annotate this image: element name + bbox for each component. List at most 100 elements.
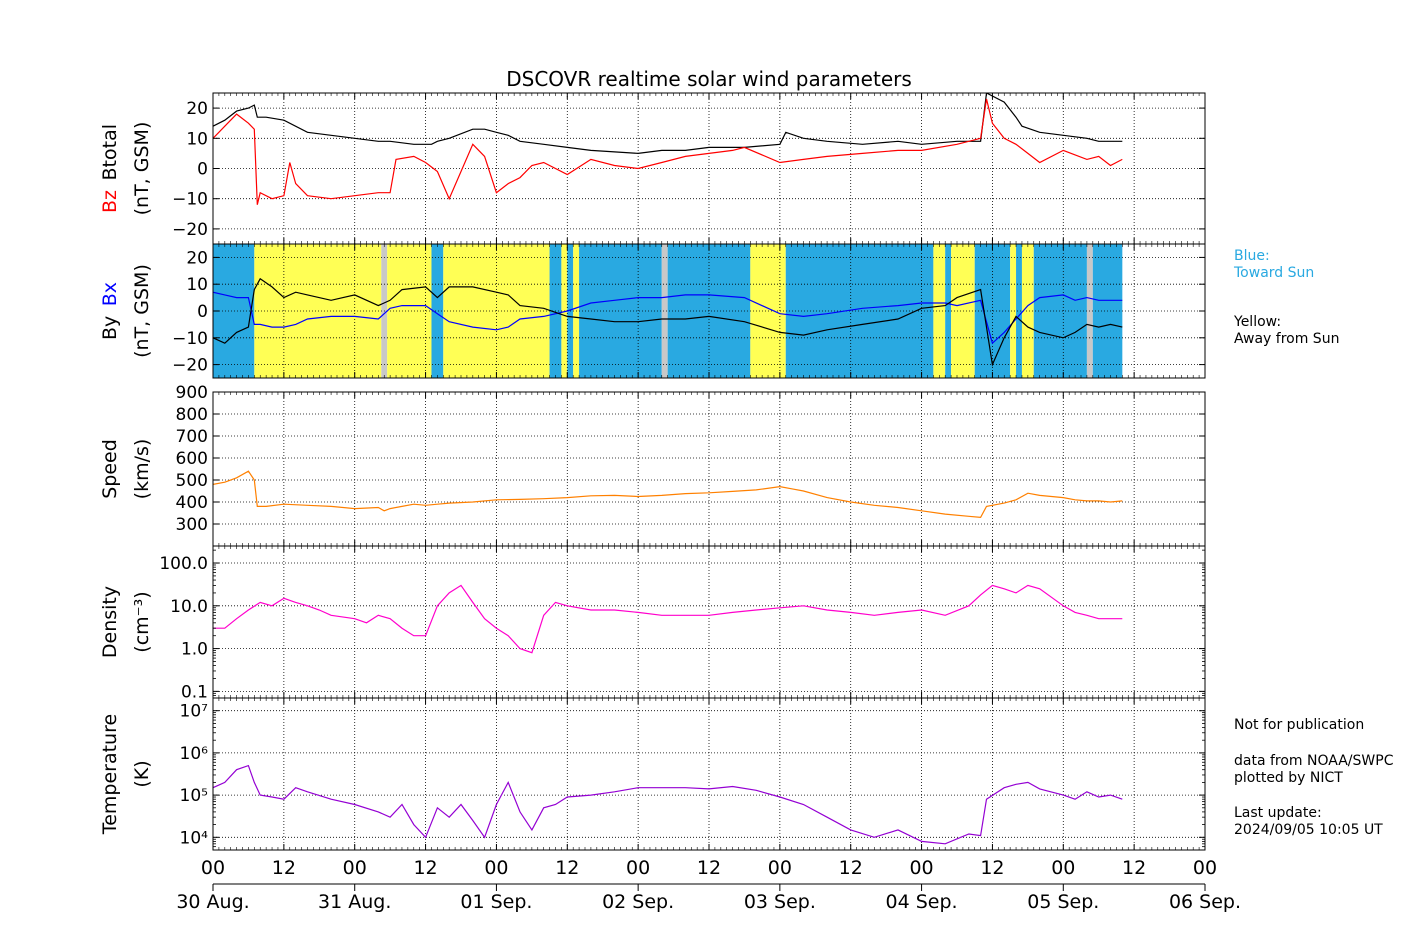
y-axis-label: (nT, GSM) xyxy=(131,264,153,358)
x-tick-label: 00 xyxy=(626,857,650,879)
sector-away-21 xyxy=(1021,244,1034,378)
y-tick-label: 300 xyxy=(176,515,208,535)
x-tick-label: 00 xyxy=(484,857,508,879)
series-line-bz xyxy=(213,98,1123,205)
y-tick-label: 10 xyxy=(186,129,208,149)
y-axis-label: Bz Btotal xyxy=(99,124,121,213)
chart-title: DSCOVR realtime solar wind parameters xyxy=(506,67,912,91)
x-tick-label: 12 xyxy=(555,857,579,879)
y-tick-label: 20 xyxy=(186,99,208,119)
date-label: 04 Sep. xyxy=(886,891,958,913)
legend-blue-text: Toward Sun xyxy=(1234,265,1315,281)
x-tick-label: 12 xyxy=(980,857,1004,879)
y-tick-label: 500 xyxy=(176,471,208,491)
series-line-density xyxy=(213,584,1123,654)
y-tick-label: 10 xyxy=(186,275,208,295)
y-tick-label: 10⁴ xyxy=(180,828,209,848)
x-tick-label: 12 xyxy=(272,857,296,879)
series-line-speed xyxy=(213,470,1123,519)
y-tick-label: 600 xyxy=(176,449,208,469)
y-tick-label: 900 xyxy=(176,383,208,403)
y-axis-label-part: Speed xyxy=(99,439,121,499)
date-label: 01 Sep. xyxy=(460,891,532,913)
note-data-source: data from NOAA/SWPC xyxy=(1234,753,1394,769)
x-tick-label: 00 xyxy=(201,857,225,879)
date-label: 02 Sep. xyxy=(602,891,674,913)
y-axis-label-part: Density xyxy=(99,586,121,658)
y-tick-label: 0 xyxy=(197,302,208,322)
y-tick-label: 20 xyxy=(186,248,208,268)
y-axis-label-part: Temperature xyxy=(99,714,121,835)
sector-away-3 xyxy=(387,244,432,378)
legend-blue-title: Blue: xyxy=(1234,248,1270,264)
y-tick-label: −10 xyxy=(172,329,208,349)
y-tick-label: 10⁷ xyxy=(180,702,209,722)
date-label: 06 Sep. xyxy=(1169,891,1241,913)
x-tick-label: 12 xyxy=(697,857,721,879)
y-axis-label-part: (km/s) xyxy=(131,439,153,500)
series-line-temperature xyxy=(213,764,1123,845)
y-axis-label: By Bx xyxy=(99,282,121,340)
y-tick-label: 1.0 xyxy=(181,640,208,660)
y-axis-label: (cm⁻³) xyxy=(131,591,153,652)
y-tick-label: 800 xyxy=(176,405,208,425)
sector-gap-11 xyxy=(661,244,668,378)
y-axis-label-part: By xyxy=(99,316,121,340)
y-axis-label: (nT, GSM) xyxy=(131,122,153,216)
x-tick-label: 00 xyxy=(1193,857,1217,879)
y-axis-label: Speed xyxy=(99,439,121,499)
y-tick-label: −20 xyxy=(172,356,208,376)
sector-toward-10 xyxy=(579,244,662,378)
x-tick-label: 12 xyxy=(839,857,863,879)
y-axis-label-part: (nT, GSM) xyxy=(131,264,153,358)
note-last-update-value: 2024/09/05 10:05 UT xyxy=(1234,822,1383,838)
date-label: 30 Aug. xyxy=(176,891,249,913)
x-tick-label: 00 xyxy=(909,857,933,879)
panel-frame xyxy=(212,391,1206,547)
sector-toward-4 xyxy=(431,244,444,378)
legend-yellow-text: Away from Sun xyxy=(1234,331,1340,347)
y-axis-label-part: Bx xyxy=(99,282,121,316)
y-axis-label-part: Btotal xyxy=(99,124,121,190)
y-axis-label: (km/s) xyxy=(131,439,153,500)
note-not-for-publication: Not for publication xyxy=(1234,717,1365,733)
y-axis-label-part: (K) xyxy=(131,760,153,787)
y-tick-label: 10⁶ xyxy=(180,744,209,764)
panel-mag: −20 −10 0 10 20 Bz Btotal (nT, GSM) xyxy=(99,92,1206,245)
y-tick-label: 10⁵ xyxy=(180,786,208,806)
panel-temp: 10⁴ 10⁵ 10⁶ 10⁷ Temperature (K) xyxy=(99,697,1206,851)
y-tick-label: −20 xyxy=(172,220,208,240)
date-label: 03 Sep. xyxy=(744,891,816,913)
y-tick-label: 0 xyxy=(197,160,208,180)
panel-bxy: −20 −10 0 10 20 By Bx (nT, GSM) xyxy=(99,243,1206,379)
y-axis-label-part: (cm⁻³) xyxy=(131,591,153,652)
legend-yellow-title: Yellow: xyxy=(1234,314,1282,330)
y-tick-label: −10 xyxy=(172,190,208,210)
y-axis-label: (K) xyxy=(131,760,153,787)
x-tick-label: 00 xyxy=(1051,857,1075,879)
panel-density: 0.1 1.0 10.0 100.0 Density (cm⁻³) xyxy=(99,545,1206,702)
y-tick-label: 700 xyxy=(176,427,208,447)
date-label: 31 Aug. xyxy=(318,891,391,913)
y-tick-label: 0.1 xyxy=(181,682,208,702)
x-tick-label: 00 xyxy=(343,857,367,879)
y-tick-label: 10.0 xyxy=(170,597,208,617)
sector-away-19 xyxy=(1010,244,1017,378)
sector-away-17 xyxy=(951,244,975,378)
series-line-btotal xyxy=(213,93,1123,155)
y-axis-label: Temperature xyxy=(99,714,121,835)
date-label: 05 Sep. xyxy=(1027,891,1099,913)
note-plotted-by: plotted by NICT xyxy=(1234,770,1343,786)
sector-toward-20 xyxy=(1016,244,1022,378)
x-tick-label: 12 xyxy=(413,857,437,879)
sector-toward-22 xyxy=(1033,244,1087,378)
y-axis-label-part: Bz xyxy=(99,190,121,213)
series-line-by xyxy=(213,277,1123,367)
note-last-update-label: Last update: xyxy=(1234,805,1322,821)
y-tick-label: 400 xyxy=(176,493,208,513)
y-axis-label: Density xyxy=(99,586,121,658)
x-tick-label: 00 xyxy=(768,857,792,879)
y-axis-label-part: (nT, GSM) xyxy=(131,122,153,216)
